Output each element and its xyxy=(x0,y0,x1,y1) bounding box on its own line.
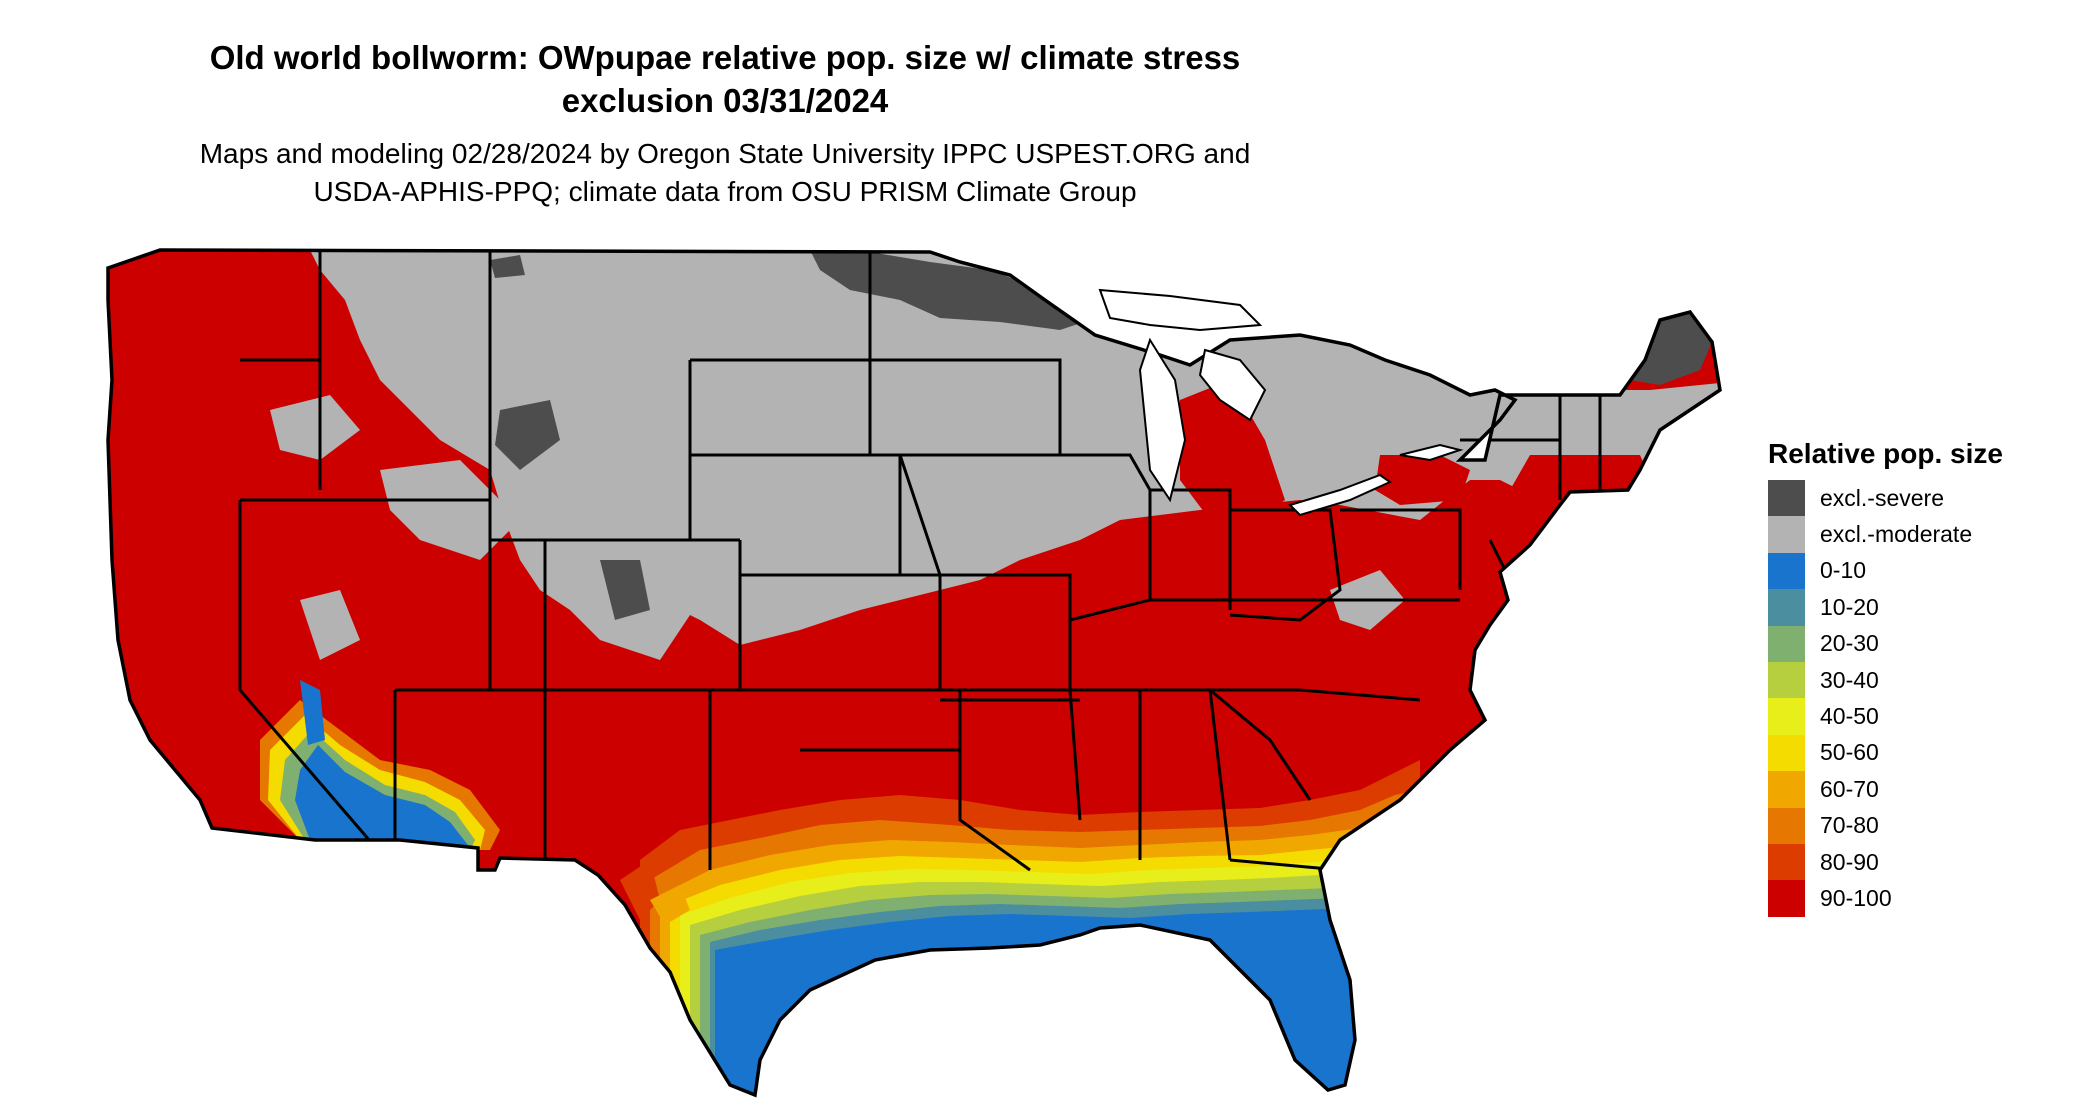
legend-item: 60-70 xyxy=(1768,771,2003,808)
legend-label: 90-100 xyxy=(1820,884,1892,911)
legend-label: 30-40 xyxy=(1820,666,1879,693)
legend-swatch xyxy=(1768,625,1805,662)
map-subtitle-line-1: Maps and modeling 02/28/2024 by Oregon S… xyxy=(199,138,1251,169)
legend-item: 50-60 xyxy=(1768,734,2003,772)
legend-item: 90-100 xyxy=(1768,880,2003,917)
legend-swatch xyxy=(1768,880,1805,917)
legend-item: 30-40 xyxy=(1768,661,2003,699)
legend-swatch xyxy=(1768,734,1805,772)
map-title-line-1: Old world bollworm: OWpupae relative pop… xyxy=(209,39,1241,76)
legend-swatch xyxy=(1768,698,1805,735)
legend-swatch xyxy=(1768,480,1805,517)
legend-title: Relative pop. size xyxy=(1768,438,2003,469)
legend-item: 20-30 xyxy=(1768,625,2003,662)
legend-label: excl.-severe xyxy=(1820,484,1944,511)
legend-swatch xyxy=(1768,589,1805,626)
map-title-line-2: exclusion 03/31/2024 xyxy=(561,82,889,119)
legend-label: 40-50 xyxy=(1820,703,1879,730)
legend-label: excl.-moderate xyxy=(1820,521,1973,548)
legend-swatch xyxy=(1768,771,1805,808)
map-subtitle-line-2: USDA-APHIS-PPQ; climate data from OSU PR… xyxy=(313,176,1137,207)
legend-item: excl.-moderate xyxy=(1768,516,2003,553)
legend-items: excl.-severe excl.-moderate 0-10 10-20 20-30… xyxy=(1768,480,2003,917)
legend-label: 20-30 xyxy=(1820,630,1879,657)
legend-item: 40-50 xyxy=(1768,698,2003,735)
legend-label: 70-80 xyxy=(1820,812,1879,839)
legend-label: 80-90 xyxy=(1820,848,1879,875)
legend-label: 50-60 xyxy=(1820,739,1879,766)
legend-swatch xyxy=(1768,661,1805,699)
legend-label: 0-10 xyxy=(1820,557,1867,584)
legend-swatch xyxy=(1768,843,1805,881)
legend-item: 70-80 xyxy=(1768,807,2003,844)
legend-swatch xyxy=(1768,516,1805,553)
legend-item: 10-20 xyxy=(1768,589,2003,626)
legend: Relative pop. size excl.-severe excl.-mod… xyxy=(1768,436,2003,917)
legend-item: 0-10 xyxy=(1768,552,2003,590)
legend-item: excl.-severe xyxy=(1768,480,2003,517)
legend-label: 10-20 xyxy=(1820,593,1879,620)
legend-item: 80-90 xyxy=(1768,843,2003,881)
legend-swatch xyxy=(1768,552,1805,590)
legend-label: 60-70 xyxy=(1820,775,1879,802)
legend-swatch xyxy=(1768,807,1805,844)
